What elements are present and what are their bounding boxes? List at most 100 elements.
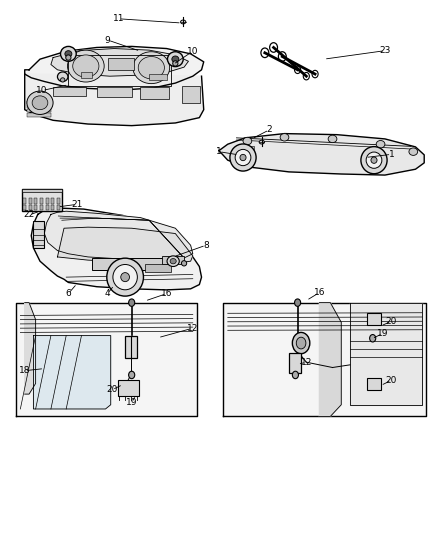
Ellipse shape (60, 78, 65, 82)
Polygon shape (33, 336, 111, 409)
Ellipse shape (280, 134, 289, 141)
Ellipse shape (296, 337, 306, 349)
Bar (57, 198, 60, 204)
Polygon shape (319, 303, 341, 416)
Ellipse shape (129, 299, 135, 306)
Ellipse shape (138, 56, 164, 79)
Text: 18: 18 (19, 366, 31, 375)
Ellipse shape (27, 91, 53, 115)
Polygon shape (57, 227, 193, 263)
Text: 22: 22 (24, 211, 35, 220)
Ellipse shape (409, 148, 418, 156)
Ellipse shape (113, 264, 138, 290)
Ellipse shape (376, 141, 385, 148)
Text: 11: 11 (113, 14, 124, 23)
Bar (28, 198, 32, 204)
Ellipse shape (243, 138, 252, 145)
Bar (367, 313, 381, 325)
Ellipse shape (170, 259, 176, 264)
Text: 19: 19 (377, 329, 389, 338)
Bar (23, 205, 26, 210)
Bar (27, 114, 51, 117)
Bar (21, 189, 62, 211)
Text: 10: 10 (187, 47, 198, 55)
Bar (57, 205, 60, 210)
Bar (27, 105, 51, 108)
Bar (81, 72, 92, 78)
Bar (51, 205, 54, 210)
Ellipse shape (73, 55, 99, 77)
Text: 10: 10 (36, 86, 48, 95)
Polygon shape (223, 303, 426, 416)
Text: 9: 9 (105, 36, 110, 45)
Ellipse shape (370, 335, 376, 342)
Bar (244, 147, 254, 151)
Ellipse shape (172, 56, 179, 62)
Ellipse shape (259, 140, 265, 144)
Ellipse shape (292, 333, 310, 354)
Ellipse shape (180, 20, 186, 24)
Bar (51, 198, 54, 204)
Text: 20: 20 (386, 376, 397, 385)
Text: 23: 23 (379, 46, 391, 55)
Ellipse shape (294, 299, 300, 306)
Ellipse shape (181, 261, 187, 266)
Bar (92, 258, 166, 270)
Bar (141, 87, 169, 99)
Ellipse shape (366, 152, 382, 168)
Ellipse shape (292, 371, 298, 378)
Text: 19: 19 (126, 398, 138, 407)
Bar (97, 87, 132, 98)
Bar (108, 58, 134, 70)
Ellipse shape (371, 157, 377, 163)
Ellipse shape (240, 155, 246, 160)
Text: 2: 2 (266, 125, 272, 134)
Ellipse shape (167, 52, 183, 67)
Ellipse shape (107, 258, 144, 296)
Polygon shape (219, 134, 424, 175)
Ellipse shape (66, 55, 71, 60)
Text: 1: 1 (389, 150, 394, 159)
Bar (182, 86, 200, 103)
Polygon shape (350, 303, 422, 405)
Ellipse shape (57, 72, 68, 82)
Polygon shape (16, 303, 197, 416)
Bar (118, 380, 139, 396)
Bar (27, 101, 51, 104)
Bar (145, 264, 171, 272)
Ellipse shape (230, 144, 256, 171)
Bar (68, 55, 171, 86)
Bar (34, 198, 37, 204)
Ellipse shape (32, 96, 48, 110)
Bar (27, 109, 51, 112)
Bar (33, 221, 44, 248)
Text: 12: 12 (187, 324, 198, 333)
Text: 4: 4 (105, 289, 110, 298)
Bar (53, 87, 86, 96)
Text: 1: 1 (216, 147, 222, 156)
Bar (149, 74, 166, 80)
Polygon shape (31, 208, 201, 290)
Bar (40, 205, 43, 210)
Ellipse shape (121, 272, 130, 281)
Text: 20: 20 (386, 317, 397, 326)
Bar (289, 353, 301, 373)
Bar (21, 189, 62, 192)
Ellipse shape (328, 135, 337, 143)
Ellipse shape (65, 51, 72, 57)
Bar (34, 205, 37, 210)
Text: 20: 20 (106, 385, 118, 394)
Text: 16: 16 (314, 288, 325, 297)
Bar (23, 198, 26, 204)
Text: 16: 16 (161, 289, 173, 298)
Ellipse shape (129, 371, 135, 378)
Bar (162, 256, 184, 264)
Ellipse shape (361, 147, 387, 174)
Bar (40, 198, 43, 204)
Ellipse shape (60, 46, 76, 61)
Bar (367, 378, 381, 390)
Polygon shape (44, 211, 193, 259)
Bar (125, 336, 138, 358)
Ellipse shape (173, 61, 178, 66)
Polygon shape (51, 49, 188, 76)
